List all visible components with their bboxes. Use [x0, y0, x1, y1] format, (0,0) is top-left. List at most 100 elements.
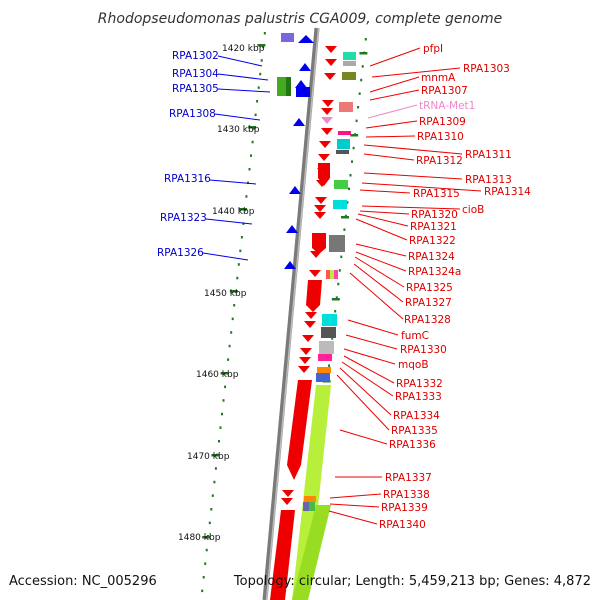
- tick-major: [220, 372, 229, 375]
- gene-bar: [292, 385, 331, 600]
- gene-label[interactable]: fumC: [401, 330, 429, 342]
- label-connector: [361, 205, 461, 210]
- reverse-gene-block: [330, 270, 334, 279]
- gene-label[interactable]: RPA1322: [409, 235, 456, 247]
- tick-dot: [202, 576, 205, 579]
- reverse-gene-block: [329, 235, 345, 252]
- label-connector: [217, 73, 269, 81]
- tick-dot: [242, 222, 245, 225]
- label-connector: [214, 113, 261, 121]
- label-connector: [205, 218, 253, 225]
- reverse-gene-block: [317, 367, 331, 373]
- reverse-gene-arrow: [314, 212, 326, 219]
- gene-label[interactable]: RPA1324: [408, 251, 455, 263]
- tick-dot: [357, 106, 360, 109]
- forward-strand-features: [277, 33, 314, 269]
- gene-label[interactable]: RPA1308: [169, 108, 216, 120]
- gene-label[interactable]: RPA1302: [172, 50, 219, 62]
- tick-dot: [251, 140, 254, 144]
- label-connector: [367, 104, 418, 119]
- label-connector: [359, 210, 410, 215]
- scale-label: 1470 kbp: [187, 452, 230, 462]
- label-connector: [355, 243, 407, 257]
- forward-gene-block: [286, 77, 291, 96]
- reverse-gene-arrow: [314, 205, 326, 212]
- gene-label[interactable]: RPA1324a: [408, 266, 461, 278]
- reverse-gene-block: [316, 373, 330, 382]
- tick-dot: [343, 228, 346, 231]
- tick-dot: [352, 146, 355, 150]
- tick-dot: [233, 304, 236, 307]
- gene-label[interactable]: RPA1313: [465, 174, 512, 186]
- gene-label[interactable]: RPA1314: [484, 186, 531, 198]
- tick-dot: [228, 344, 231, 348]
- gene-label[interactable]: RPA1304: [172, 68, 219, 80]
- gene-label[interactable]: RPA1339: [381, 502, 428, 514]
- gene-label[interactable]: RPA1326: [157, 247, 204, 259]
- tick-dot: [346, 201, 349, 204]
- gene-label[interactable]: RPA1310: [417, 131, 464, 143]
- tick-dot: [254, 113, 257, 117]
- gene-label[interactable]: RPA1325: [406, 282, 453, 294]
- label-connector: [347, 319, 399, 336]
- scale-label: 1440 kbp: [212, 207, 255, 217]
- gene-label[interactable]: RPA1333: [395, 391, 442, 403]
- gene-label[interactable]: RPA1305: [172, 83, 219, 95]
- label-connector: [202, 252, 249, 261]
- gene-label[interactable]: RPA1337: [385, 472, 432, 484]
- tick-dot: [240, 236, 243, 239]
- gene-label[interactable]: RPA1323: [160, 212, 207, 224]
- gene-label[interactable]: tRNA-Met1: [419, 100, 475, 112]
- tick-dot: [250, 154, 252, 157]
- label-connector: [329, 503, 380, 508]
- gene-label[interactable]: RPA1330: [400, 344, 447, 356]
- forward-gene-arrow: [299, 63, 311, 71]
- gene-label[interactable]: RPA1340: [379, 519, 426, 531]
- gene-label[interactable]: mnmA: [421, 72, 456, 84]
- tick-dot: [337, 282, 340, 286]
- tick-dot: [236, 276, 239, 280]
- gene-label[interactable]: RPA1321: [410, 221, 457, 233]
- gene-label[interactable]: RPA1316: [164, 173, 211, 185]
- gene-label[interactable]: RPA1336: [389, 439, 436, 451]
- label-connector: [217, 88, 271, 93]
- scale-label: 1450 kbp: [204, 289, 247, 299]
- gene-label[interactable]: RPA1311: [465, 149, 512, 161]
- tick-dot: [263, 32, 266, 35]
- tick-dot: [340, 255, 343, 259]
- gene-label[interactable]: RPA1312: [416, 155, 463, 167]
- label-connector: [217, 55, 263, 67]
- reverse-gene-arrow: [321, 128, 333, 135]
- gene-label[interactable]: pfpI: [423, 43, 443, 55]
- gene-label[interactable]: RPA1332: [396, 378, 443, 390]
- label-connector: [353, 263, 404, 303]
- forward-gene-arrow: [293, 118, 305, 126]
- gene-label[interactable]: RPA1320: [411, 209, 458, 221]
- reverse-gene-block: [304, 496, 316, 502]
- gene-label[interactable]: RPA1309: [419, 116, 466, 128]
- gene-label[interactable]: RPA1335: [391, 425, 438, 437]
- gene-label[interactable]: RPA1327: [405, 297, 452, 309]
- reverse-strand-features: [281, 46, 356, 511]
- tick-major: [331, 298, 340, 301]
- gene-label[interactable]: RPA1307: [421, 85, 468, 97]
- scale-label: 1480 kbp: [178, 533, 221, 543]
- tick-dot: [355, 119, 358, 123]
- tick-dot: [230, 331, 233, 334]
- gene-label[interactable]: RPA1334: [393, 410, 440, 422]
- gene-label[interactable]: RPA1303: [463, 63, 510, 75]
- tick-major: [229, 290, 238, 293]
- right-gene-labels: pfpI RPA1303 mnmA RPA1307 tRNA-Met1 RPA1…: [379, 43, 531, 531]
- reverse-gene-arrow: [309, 270, 321, 277]
- gene-bar: [270, 510, 295, 600]
- tick-major: [248, 126, 257, 129]
- label-connector: [363, 144, 463, 155]
- tick-dot: [351, 160, 353, 163]
- gene-label[interactable]: RPA1338: [383, 489, 430, 501]
- gene-label[interactable]: cioB: [462, 204, 484, 216]
- tick-dot: [208, 521, 211, 525]
- gene-label[interactable]: RPA1328: [404, 314, 451, 326]
- gene-label[interactable]: mqoB: [398, 359, 429, 371]
- gene-label[interactable]: RPA1315: [413, 188, 460, 200]
